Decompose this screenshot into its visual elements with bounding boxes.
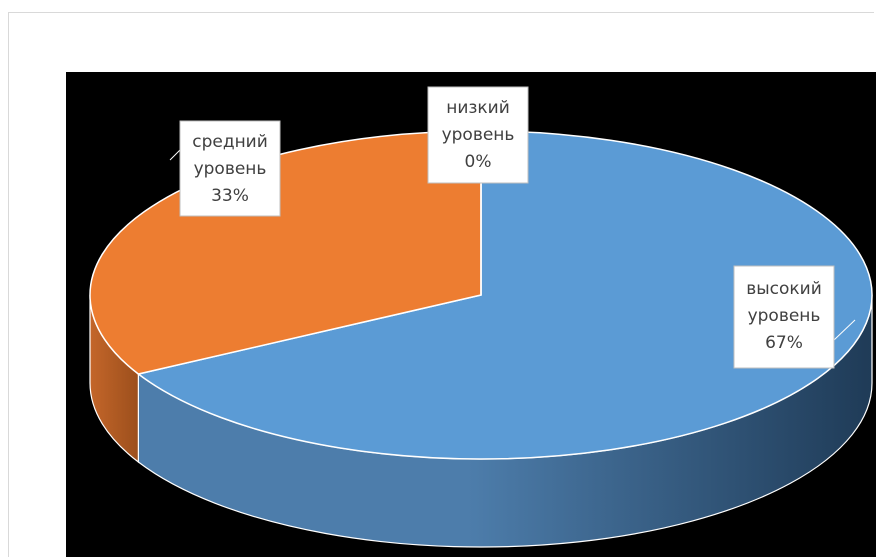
leader-line-1 xyxy=(833,319,856,341)
label-line-2-1: средний xyxy=(192,132,268,152)
pie-slice-1 xyxy=(136,130,873,460)
label-line-3-2: уровень xyxy=(442,125,515,145)
data-label-2: средний уровень 33% xyxy=(169,120,281,217)
data-labels: высокий уровень 67% средний уровень 33% низкий… xyxy=(169,86,856,369)
label-box-3 xyxy=(427,86,529,184)
label-line-2-2: уровень xyxy=(194,159,267,179)
data-label-3: низкий уровень 0% xyxy=(427,86,529,184)
label-line-3-3: 0% xyxy=(465,152,492,172)
leader-line-2 xyxy=(169,149,181,161)
data-label-1: высокий уровень 67% xyxy=(733,265,856,369)
label-line-2-3: 33% xyxy=(211,186,249,206)
pie-slices xyxy=(89,130,873,460)
label-line-1-2: уровень xyxy=(748,306,821,326)
label-line-3-1: низкий xyxy=(446,98,510,118)
label-box-1 xyxy=(733,265,835,369)
label-line-1-1: высокий xyxy=(746,279,822,299)
chart-area xyxy=(8,12,874,557)
label-box-2 xyxy=(179,120,281,217)
label-line-1-3: 67% xyxy=(765,333,803,353)
